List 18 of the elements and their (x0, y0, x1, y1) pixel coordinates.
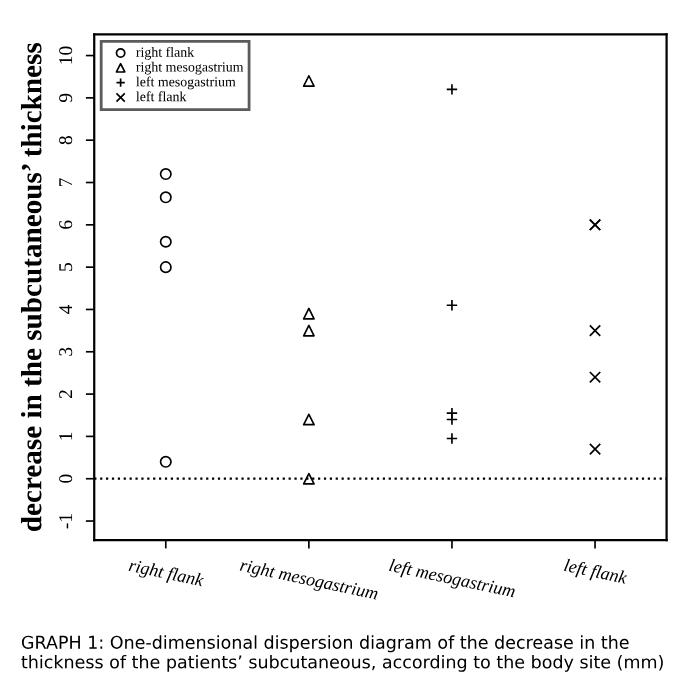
y-tick-label: 3 (59, 347, 73, 356)
y-tick-label: -1 (59, 514, 73, 529)
y-tick-label: 1 (59, 432, 73, 440)
y-tick-label: 7 (59, 178, 73, 187)
x-tick-label: left mesogastrium (388, 558, 516, 601)
y-tick-label: 8 (59, 136, 73, 145)
y-tick-label: 9 (59, 93, 73, 103)
y-tick-label: 6 (59, 220, 73, 229)
x-tick-label: right mesogastrium (238, 558, 379, 604)
y-tick-label: 5 (59, 263, 73, 271)
y-tick-label: 2 (59, 390, 73, 399)
caption: GRAPH 1: One-dimensional dispersion diagram of the decrease in the thickness of the patients’ subcutaneous, according to the body site (mm) (21, 635, 663, 672)
y-tick-label: 0 (59, 474, 73, 483)
x-tick-label: right flank (127, 558, 205, 591)
x-tick-label: left flank (563, 558, 629, 588)
y-axis-title: decrease in the subcutaneous’ thickness (20, 42, 42, 532)
y-tick-label: 10 (59, 46, 73, 64)
y-tick-label: 4 (59, 304, 73, 314)
